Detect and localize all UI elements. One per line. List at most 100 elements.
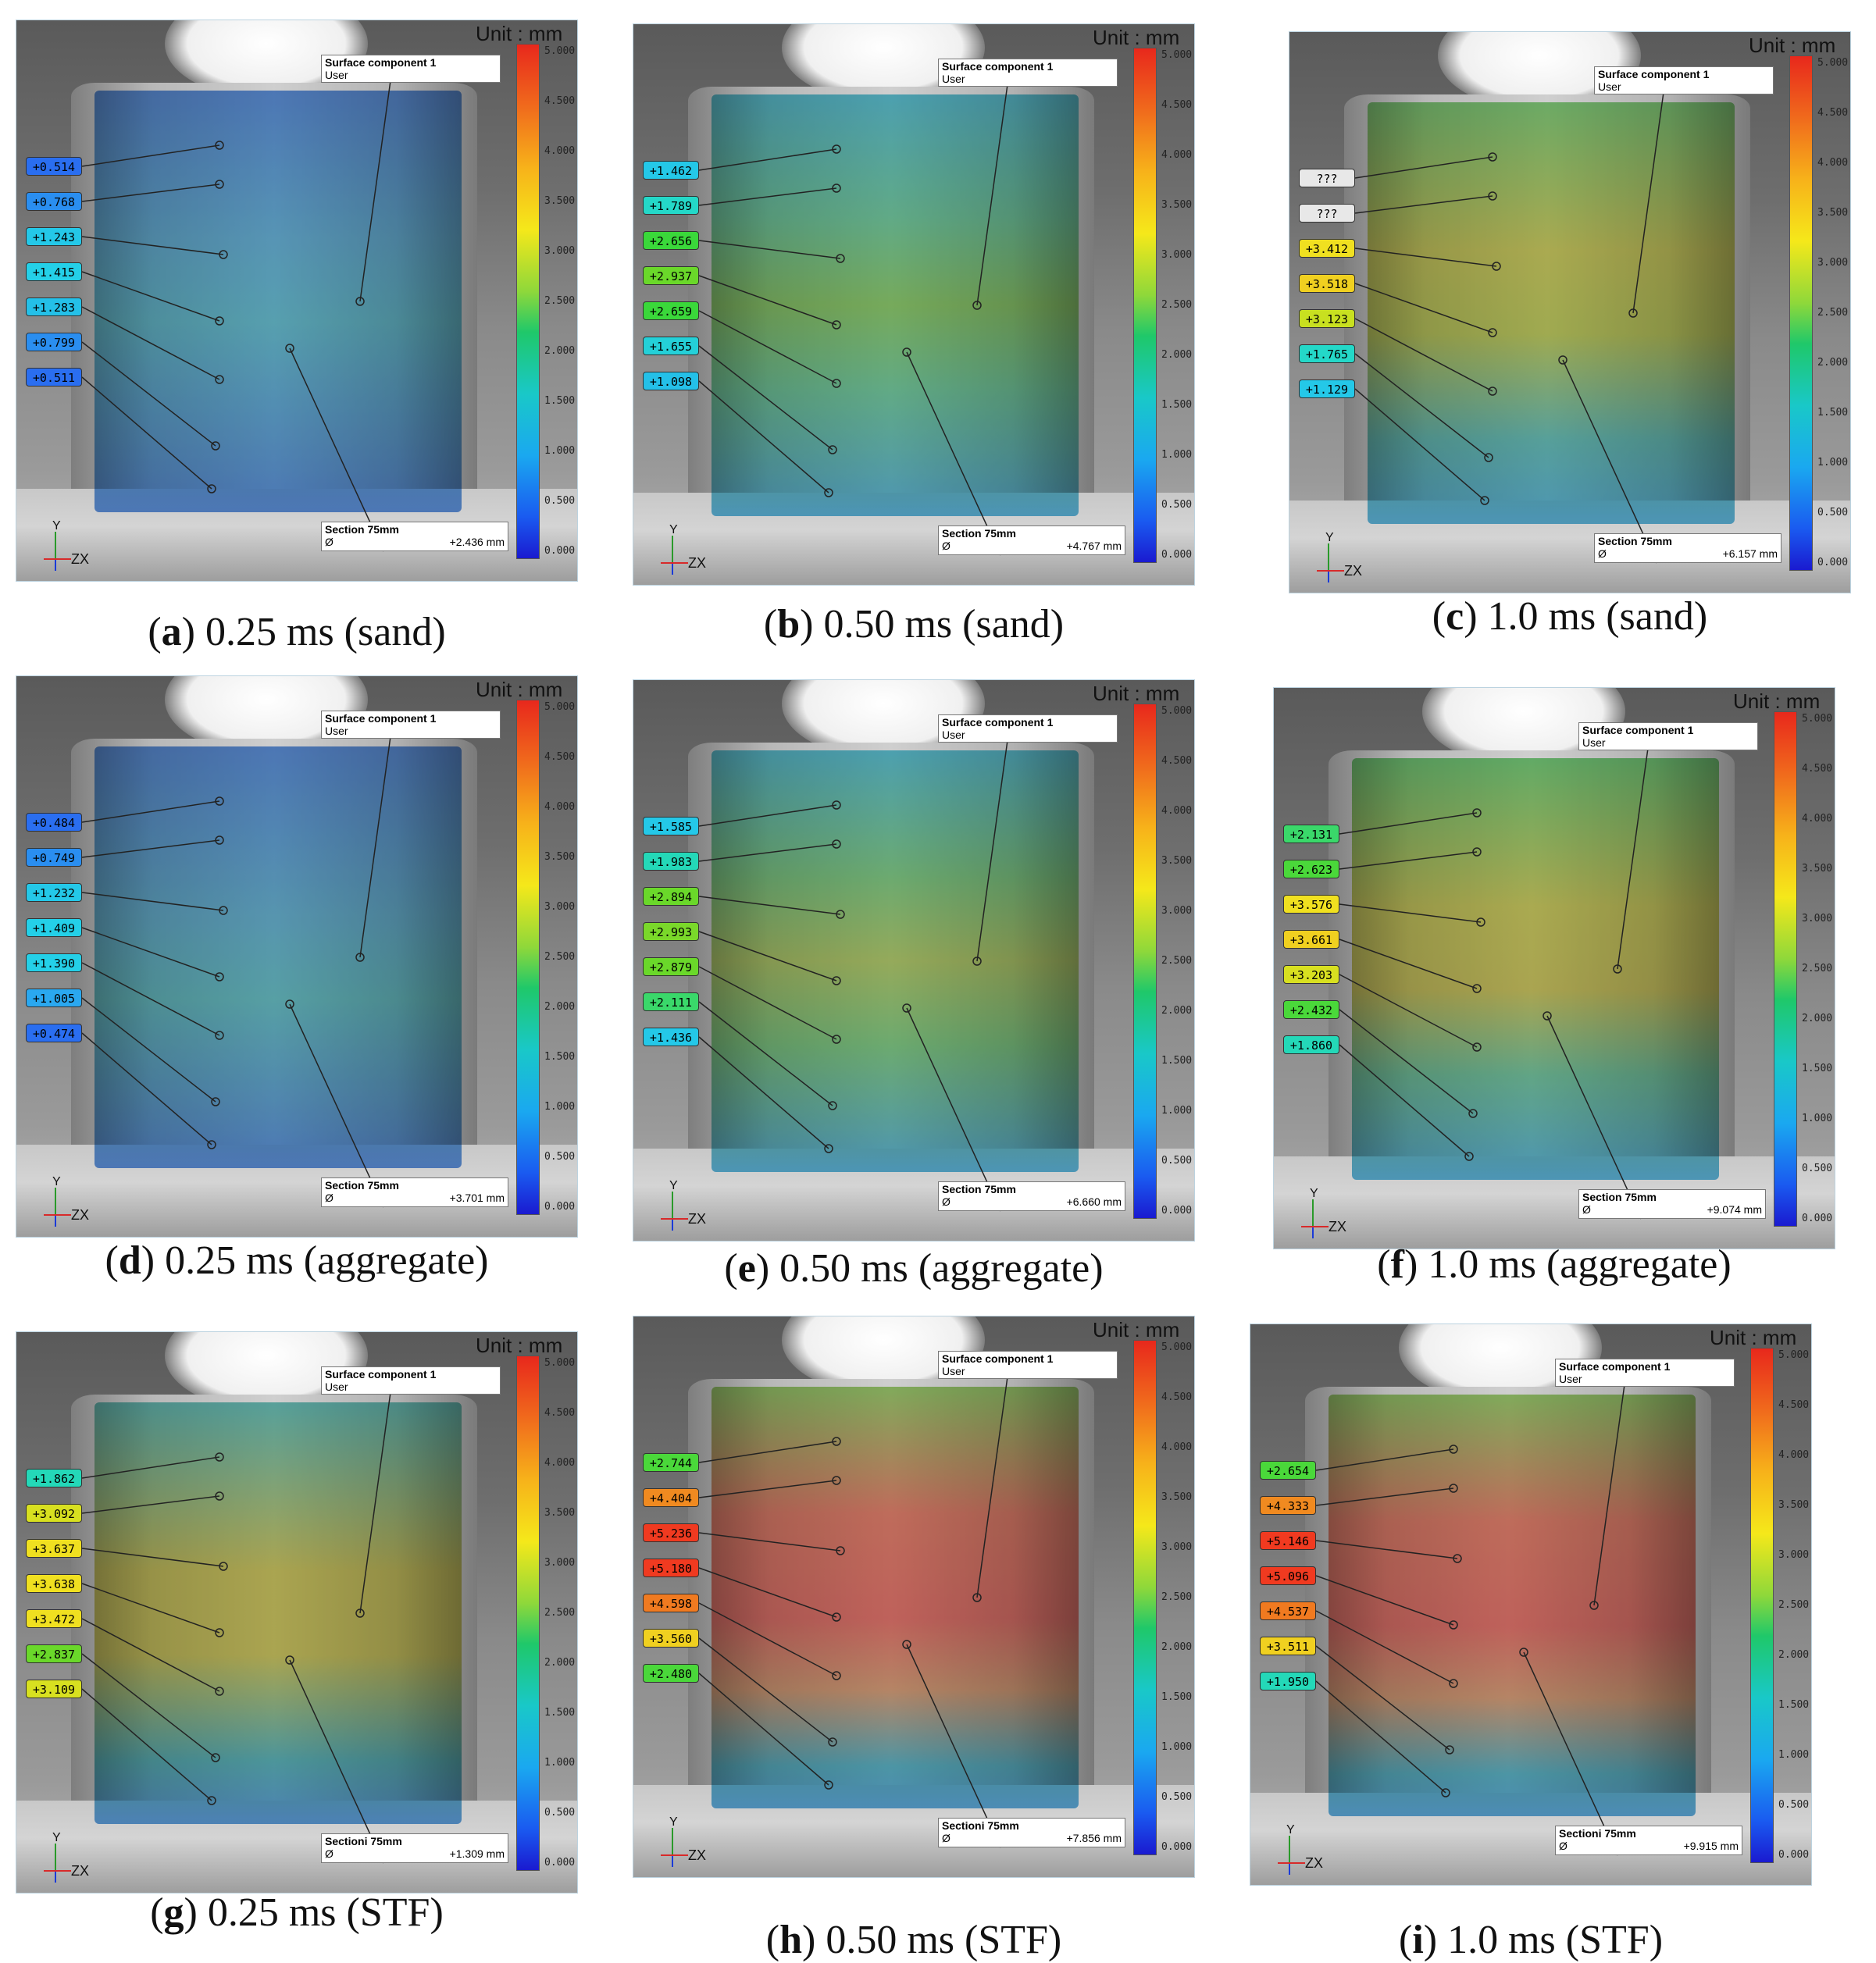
surface-title: Surface component 1 [1598, 68, 1710, 80]
probe-point [207, 484, 216, 493]
displacement-label: +5.236 [643, 1523, 699, 1542]
diameter-symbol: Ø [1559, 1840, 1567, 1852]
probe-point [1492, 262, 1501, 271]
leader-line [976, 1370, 1009, 1598]
probe-point [215, 1687, 224, 1696]
leader-line [698, 380, 829, 493]
probe-point [832, 1035, 841, 1044]
leader-line [81, 306, 220, 380]
probe-point [832, 1476, 841, 1485]
leader-line [1339, 1044, 1470, 1157]
displacement-label: +3.203 [1283, 965, 1339, 984]
colorbar-tick: 2.500 [1778, 1599, 1810, 1611]
probe-point [828, 1101, 837, 1110]
leader-line [1523, 1651, 1618, 1856]
colorbar-tick: 4.000 [544, 801, 576, 813]
section-box: Section 75mm Ø +6.660 mm [938, 1181, 1125, 1211]
colorbar-tick: 4.500 [544, 95, 576, 107]
panel-caption: (i) 1.0 ms (STF) [1398, 1918, 1664, 1962]
leader-line [81, 892, 224, 911]
displacement-label: +0.514 [26, 157, 82, 176]
surface-component-box: Surface component 1 User [1578, 722, 1758, 750]
leader-line [698, 931, 837, 981]
leader-line [289, 347, 384, 552]
leader-line [1354, 248, 1497, 267]
colorbar-tick: 0.000 [544, 1201, 576, 1213]
section-label: Section 75mm [325, 1179, 399, 1192]
leader-line [81, 1456, 220, 1479]
leader-line [359, 74, 392, 302]
probe-point [1558, 355, 1567, 365]
colorbar-tick: 0.500 [1161, 499, 1193, 511]
leader-line [1354, 318, 1493, 392]
surface-sub: User [1582, 736, 1606, 749]
leader-line [81, 1618, 220, 1692]
displacement-label: +2.744 [643, 1453, 699, 1472]
leader-line [81, 236, 224, 255]
displacement-field [95, 746, 462, 1168]
panel-caption: (c) 1.0 ms (sand) [1432, 594, 1708, 639]
surface-title: Surface component 1 [325, 712, 437, 725]
probe-point [219, 906, 228, 915]
leader-lines [698, 1370, 1009, 1848]
section-label: Section 75mm [1582, 1191, 1657, 1203]
probe-point [902, 1640, 911, 1649]
displacement-label: +1.436 [643, 1028, 699, 1046]
leader-lines [81, 1386, 392, 1864]
dic-image: +1.862 +3.092 +3.637 +3.638 +3.472 +2.837 +3.1… [16, 1331, 578, 1894]
colorbar-tick: 2.500 [1161, 299, 1193, 311]
leader-line [698, 1673, 829, 1786]
displacement-label: +0.749 [26, 848, 82, 867]
displacement-label: +1.098 [643, 372, 699, 390]
probe-point [832, 800, 841, 810]
probe-point [207, 1796, 216, 1805]
displacement-label: +3.661 [1283, 930, 1339, 949]
displacement-label: +2.879 [643, 957, 699, 976]
surface-component-box: Surface component 1 User [321, 55, 501, 83]
colorbar-tick: 2.500 [1161, 955, 1193, 967]
colorbar-tick: 4.000 [1817, 157, 1849, 169]
surface-component-box: Surface component 1 User [938, 1351, 1118, 1379]
leader-line [906, 1644, 1001, 1848]
colorbar-tick: 5.000 [544, 45, 576, 57]
probe-point [832, 379, 841, 388]
colorbar-tick: 5.000 [1817, 57, 1849, 69]
colorbar-tick: 3.000 [1161, 1541, 1193, 1553]
displacement-field [1352, 758, 1719, 1180]
colorbar-tick: 3.000 [1817, 257, 1849, 269]
probe-point [1449, 1484, 1458, 1493]
leader-line [81, 183, 220, 202]
axes-icon: Y ZX [1301, 1188, 1346, 1238]
leader-line [698, 1532, 841, 1552]
section-label: Section 75mm [942, 1183, 1016, 1195]
colorbar [1133, 1340, 1157, 1855]
probe-point [824, 1144, 833, 1153]
surface-sub: User [942, 73, 965, 85]
displacement-label: +2.432 [1283, 1000, 1339, 1019]
leader-line [81, 800, 220, 823]
leader-line [81, 839, 220, 858]
caption-letter: a [161, 610, 182, 654]
colorbar-tick: 3.000 [1802, 913, 1833, 924]
colorbar-tick: 1.500 [1802, 1063, 1833, 1074]
colorbar-tick: 0.500 [1817, 507, 1849, 518]
leader-line [1339, 851, 1478, 870]
probe-point [1472, 1042, 1482, 1052]
colorbar-tick: 3.000 [1161, 905, 1193, 917]
leader-line [1354, 156, 1493, 179]
displacement-label: +3.637 [26, 1539, 82, 1558]
colorbar-tick: 3.500 [544, 1507, 576, 1519]
probe-point [211, 1753, 220, 1762]
displacement-label: +0.768 [26, 192, 82, 211]
probe-point [832, 144, 841, 154]
caption-text: 0.25 ms (sand) [205, 610, 446, 654]
leader-line [81, 1032, 212, 1145]
colorbar-tick: 4.500 [1161, 755, 1193, 767]
colorbar-tick: 0.500 [544, 1807, 576, 1819]
probe-point [1472, 984, 1482, 993]
colorbar-tick: 5.000 [1802, 713, 1833, 725]
leader-line [81, 1583, 220, 1633]
leader-line [1354, 195, 1493, 214]
surface-title: Surface component 1 [325, 1368, 437, 1381]
probe-point [1441, 1788, 1450, 1797]
